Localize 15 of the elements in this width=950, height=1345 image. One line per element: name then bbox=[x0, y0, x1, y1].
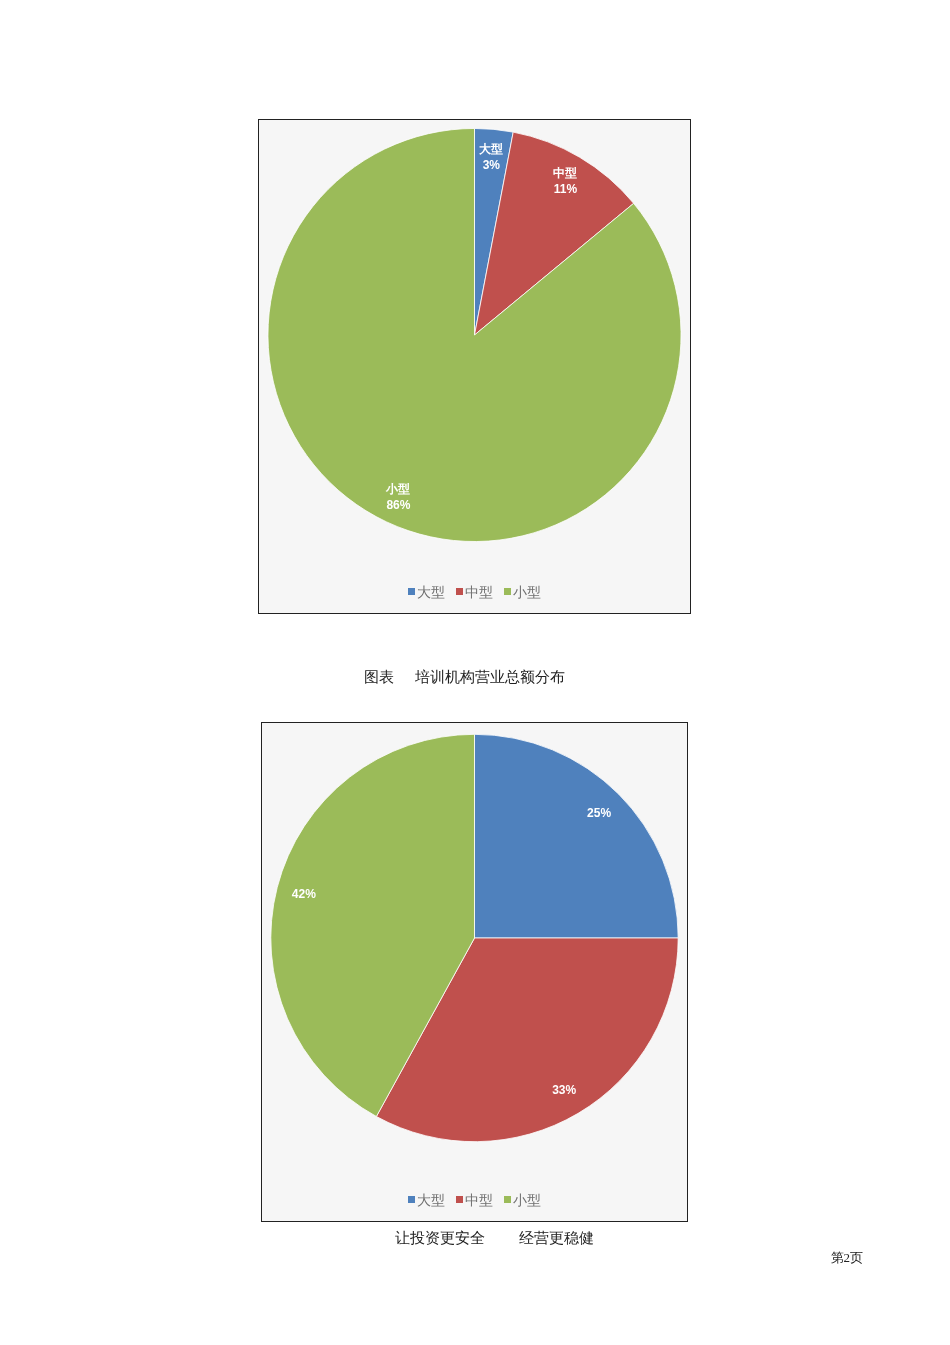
data-label: 大型 3% bbox=[479, 142, 504, 173]
legend-label: 大型 bbox=[417, 584, 445, 600]
legend-label: 小型 bbox=[513, 1192, 541, 1208]
data-label: 小型 86% bbox=[385, 481, 411, 512]
legend-label: 小型 bbox=[513, 584, 541, 600]
text: 第2页 bbox=[830, 1250, 863, 1265]
data-label: 中型 11% bbox=[553, 166, 578, 197]
chart-title: 图表 培训机构营业总额分布 bbox=[363, 669, 566, 685]
legend-label: 中型 bbox=[465, 1192, 493, 1208]
legend-label: 中型 bbox=[465, 584, 493, 600]
legend-label: 大型 bbox=[417, 1192, 445, 1208]
data-label: 42% bbox=[291, 887, 317, 902]
data-label: 33% bbox=[552, 1082, 577, 1097]
text: 让投资更安全 经营更稳健 bbox=[395, 1230, 594, 1246]
data-label: 25% bbox=[587, 806, 612, 821]
